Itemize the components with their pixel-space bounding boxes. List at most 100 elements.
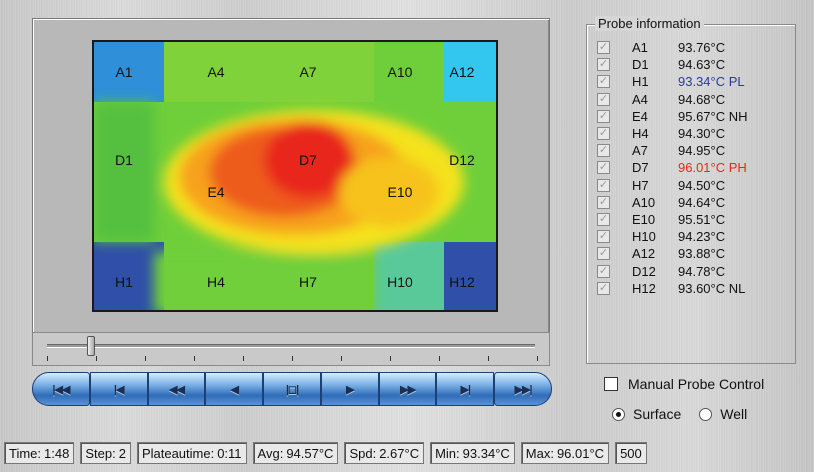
slider-tick [243,356,244,361]
play-button[interactable]: ▶ [320,372,379,406]
extra-value: 500 [620,445,642,461]
well-label: A4 [207,64,225,80]
min-value: 93.34°C [462,445,510,461]
extra-field: 500 [615,442,647,464]
probe-value: 94.63°C [678,57,726,73]
probe-name: A10 [632,194,656,210]
probe-checkbox: ✓ [597,127,610,141]
stop-button[interactable]: |◻| [263,372,321,406]
spd-label: Spd: [349,445,377,461]
well-label: D7 [299,152,317,168]
slider-tick [47,356,48,361]
probe-row: ✓ A1 93.76°C [597,39,748,56]
probe-value: 93.76°C [678,40,726,56]
probe-name: H7 [632,177,649,193]
probe-checkbox: ✓ [597,195,610,209]
probe-name: H12 [632,280,656,296]
surface-radio[interactable] [612,407,625,421]
probe-row: ✓ A10 94.64°C [597,194,748,211]
well-label: H7 [299,274,317,290]
probe-name: H1 [632,74,649,90]
probe-row: ✓ E4 95.67°C NH [597,108,748,125]
probe-panel-title: Probe information [595,16,704,31]
slider-tick [488,356,489,361]
manual-probe-control[interactable]: Manual Probe Control [604,376,764,392]
skip-end-button[interactable]: ▶▶| [494,372,553,406]
manual-probe-label: Manual Probe Control [628,376,765,392]
probe-row: ✓ A7 94.95°C [597,142,748,159]
min-field: Min: 93.34°C [430,442,515,464]
probe-name: D7 [632,160,649,176]
probe-value: 95.67°C NH [678,108,748,124]
plateau-value: 0:11 [217,445,242,461]
probe-list: ✓ A1 93.76°C ✓ D1 94.63°C ✓ H1 93.34°C PL ✓ A4 94.6… [597,39,748,297]
time-value: 1:48 [44,445,70,461]
surface-label: Surface [633,406,682,422]
well-label: A10 [387,64,413,80]
slider-tick [145,356,146,361]
slider-tick [292,356,293,361]
probe-name: D12 [632,263,656,279]
slider-line [47,344,535,348]
probe-checkbox: ✓ [597,264,610,278]
min-label: Min: [435,445,460,461]
slider-tick [390,356,391,361]
probe-checkbox: ✓ [597,161,610,175]
max-value: 96.01°C [556,445,605,461]
probe-checkbox: ✓ [597,281,610,295]
time-label: Time: [9,445,42,461]
play-reverse-button[interactable]: ◀ [205,372,264,406]
step-back-button[interactable]: |◀ [89,372,148,406]
temperature-heatmap: A1 A4 A7 A10 A12 D1 D7 D12 E4 E10 H1 H4 … [92,40,498,312]
well-label: E4 [207,184,225,200]
probe-name: E4 [632,108,648,124]
fast-forward-button[interactable]: ▶▶ [378,372,437,406]
avg-label: Avg: [257,445,284,461]
well-label: H12 [449,274,475,290]
step-field: Step: 2 [80,442,131,464]
spd-field: Spd: 2.67°C [344,442,425,464]
well-label: H10 [387,274,413,290]
probe-row: ✓ H1 93.34°C PL [597,73,748,90]
probe-value: 93.60°C NL [678,280,746,296]
well-label: H1 [115,274,133,290]
probe-row: ✓ A12 93.88°C [597,245,748,262]
slider-tick [341,356,342,361]
manual-probe-checkbox[interactable] [604,377,618,391]
well-radio[interactable] [699,407,713,421]
slider-thumb[interactable] [87,336,96,356]
well-label: A7 [299,64,317,80]
probe-row: ✓ D7 96.01°C PH [597,159,748,176]
probe-value: 94.68°C [678,91,726,107]
step-label: Step: [85,445,116,461]
probe-row: ✓ D1 94.63°C [597,56,748,73]
time-slider[interactable] [32,332,550,366]
probe-information-panel: Probe information ✓ A1 93.76°C ✓ D1 94.63°C ✓ H… [586,16,796,364]
probe-row: ✓ H12 93.60°C NL [597,280,748,297]
probe-value: 93.88°C [678,246,726,262]
step-forward-button[interactable]: ▶| [436,372,495,406]
probe-checkbox: ✓ [597,178,610,192]
well-label: E10 [387,184,413,200]
probe-value: 94.64°C [678,194,726,210]
slider-tick [194,356,195,361]
rewind-button[interactable]: ◀◀ [147,372,206,406]
probe-checkbox: ✓ [597,92,610,106]
avg-field: Avg: 94.57°C [252,442,339,464]
probe-value: 94.50°C [678,177,726,193]
time-field: Time: 1:48 [4,442,75,464]
well-label: A12 [449,64,475,80]
skip-start-button[interactable]: |◀◀ [32,372,90,406]
heatmap-graphic [94,42,496,310]
probe-value: 94.30°C [678,126,726,142]
probe-checkbox: ✓ [597,247,610,261]
probe-value: 94.95°C [678,143,726,159]
well-label: A1 [115,64,133,80]
probe-name: E10 [632,211,656,227]
probe-row: ✓ H4 94.30°C [597,125,748,142]
probe-checkbox: ✓ [597,109,610,123]
probe-name: A7 [632,143,648,159]
transport-controls: |◀◀ |◀ ◀◀ ◀ |◻| ▶ ▶▶ ▶| ▶▶| [32,372,553,406]
mode-radio-group: Surface Well [612,406,747,422]
avg-value: 94.57°C [286,445,334,461]
